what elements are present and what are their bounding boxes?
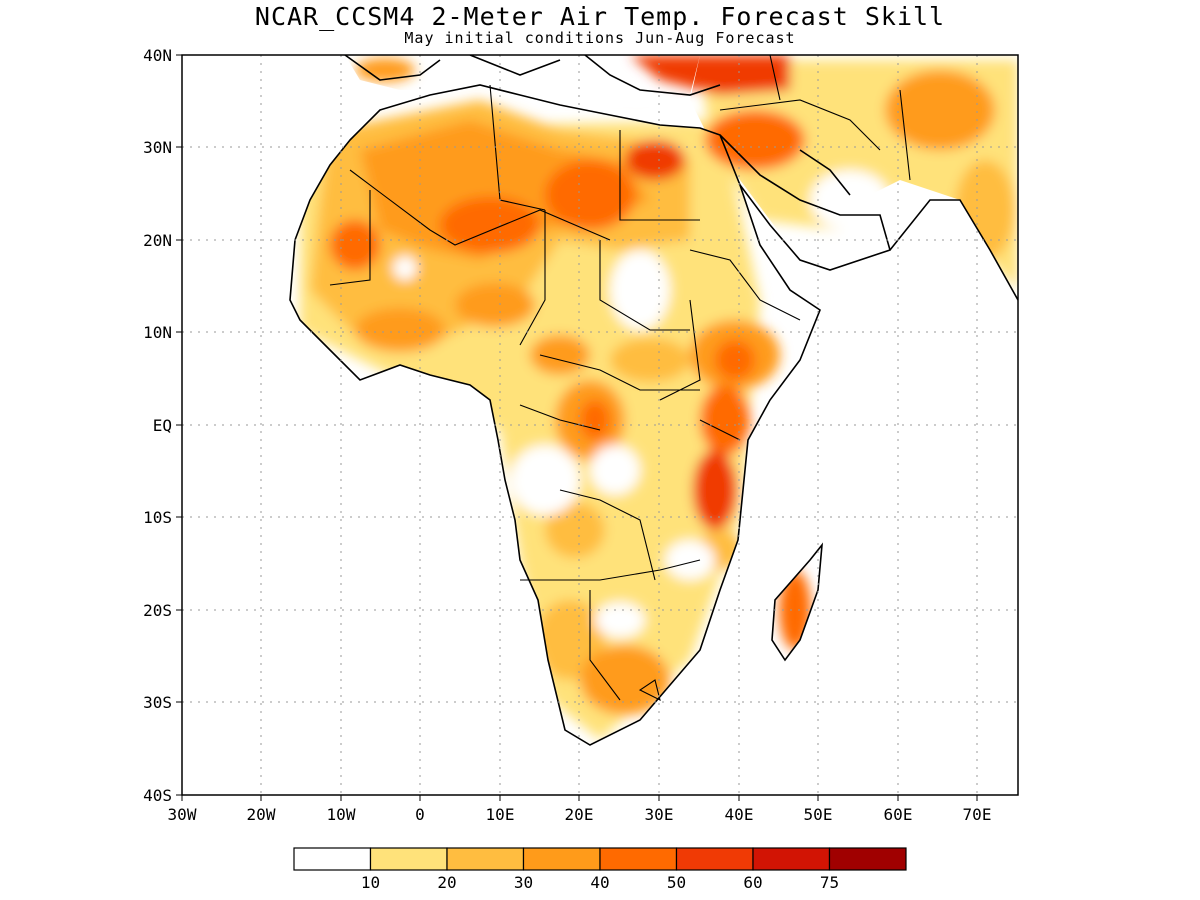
coastlines (289, 55, 1018, 746)
graticule (182, 55, 1018, 795)
lat-label: 30N (143, 138, 172, 157)
legend-swatch (828, 847, 907, 871)
lon-label: 70E (963, 805, 992, 824)
skill-shading-layer (300, 55, 1018, 740)
lon-label: 10W (327, 805, 356, 824)
legend-swatch (752, 847, 831, 871)
legend-label: 60 (743, 873, 762, 892)
lon-label: 10E (486, 805, 515, 824)
axis-ticks (176, 54, 978, 801)
legend-swatch (675, 847, 754, 871)
persian-gulf (799, 149, 851, 196)
map-subtitle: May initial conditions Jun-Aug Forecast (404, 29, 796, 47)
lon-label: 60E (884, 805, 913, 824)
lat-label: 10N (143, 323, 172, 342)
longitude-labels: 30W 20W 10W 0 10E 20E 30E 40E 50E 60E 70… (168, 805, 992, 824)
legend-label: 75 (820, 873, 839, 892)
legend-swatch (369, 847, 448, 871)
lat-label: 40S (143, 786, 172, 805)
lon-label: 30E (645, 805, 674, 824)
europe-coastline (344, 55, 721, 96)
legend-swatch (293, 847, 372, 871)
lon-label: 50E (804, 805, 833, 824)
lat-label: 20N (143, 231, 172, 250)
lon-label: 40E (725, 805, 754, 824)
madagascar-coastline (771, 542, 824, 662)
color-legend: 10 20 30 40 50 60 75 (293, 847, 907, 892)
legend-swatch (599, 847, 678, 871)
latitude-labels: 40N 30N 20N 10N EQ 10S 20S 30S 40S (143, 46, 172, 805)
map-title: NCAR_CCSM4 2-Meter Air Temp. Forecast Sk… (254, 2, 946, 31)
legend-label: 40 (590, 873, 609, 892)
lon-label: 20W (247, 805, 276, 824)
arabia-coastline (719, 134, 891, 271)
lat-label: 40N (143, 46, 172, 65)
lon-label: 20E (565, 805, 594, 824)
lon-label: 30W (168, 805, 197, 824)
legend-label: 10 (361, 873, 380, 892)
legend-label: 30 (514, 873, 533, 892)
legend-label: 20 (437, 873, 456, 892)
lat-label: 20S (143, 601, 172, 620)
legend-label: 50 (667, 873, 686, 892)
legend-swatch (446, 847, 525, 871)
lat-label: EQ (153, 416, 172, 435)
lat-label: 10S (143, 508, 172, 527)
lat-label: 30S (143, 693, 172, 712)
legend-swatch (522, 847, 601, 871)
asia-coastline (889, 199, 1018, 301)
africa-coastline (289, 84, 821, 746)
lon-label: 0 (415, 805, 425, 824)
